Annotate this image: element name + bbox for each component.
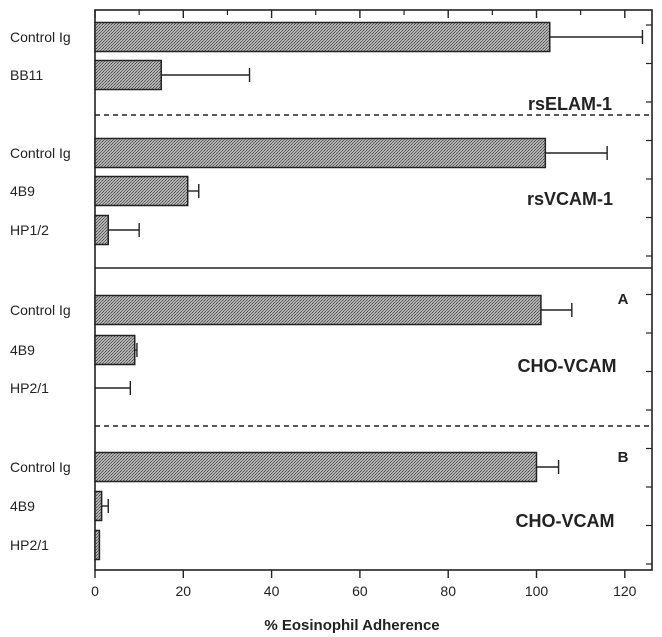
bar	[94, 175, 189, 207]
bar	[94, 294, 542, 326]
plot-area: 0 20 40 60 80 100 120 Control Ig BB11 rsELAM-1 Con…	[10, 9, 653, 599]
bar	[94, 137, 547, 169]
category-label: 4B9	[10, 183, 35, 199]
category-label: HP1/2	[10, 222, 49, 238]
bar	[94, 451, 538, 483]
x-tick-label: 20	[176, 583, 192, 599]
bar	[94, 490, 103, 522]
x-tick-label: 80	[440, 583, 456, 599]
x-tick-label: 120	[613, 583, 637, 599]
panel-title: CHO-VCAM	[518, 356, 617, 376]
panel-title: CHO-VCAM	[516, 511, 615, 531]
x-tick-label: 100	[525, 583, 549, 599]
panel-title: rsVCAM-1	[527, 189, 613, 209]
x-axis-label: % Eosinophil Adherence	[264, 617, 439, 634]
category-label: Control Ig	[10, 145, 71, 161]
category-label: Control Ig	[10, 29, 71, 45]
x-tick-label: 60	[352, 583, 368, 599]
panel-letter: A	[618, 291, 629, 308]
plot-frame	[94, 9, 653, 571]
bar	[94, 529, 101, 561]
bar	[94, 21, 551, 53]
category-label: Control Ig	[10, 459, 71, 475]
category-label: 4B9	[10, 342, 35, 358]
bar	[94, 334, 136, 366]
category-label: HP2/1	[10, 380, 49, 396]
category-label: BB11	[10, 67, 43, 83]
category-label: 4B9	[10, 498, 35, 514]
x-tick-label: 40	[264, 583, 280, 599]
category-label: Control Ig	[10, 302, 71, 318]
bar	[94, 214, 109, 246]
category-label: HP2/1	[10, 537, 49, 553]
panel-letter: B	[618, 449, 629, 466]
x-tick-label: 0	[91, 583, 99, 599]
panel-title: rsELAM-1	[528, 94, 612, 114]
bar	[94, 59, 162, 91]
